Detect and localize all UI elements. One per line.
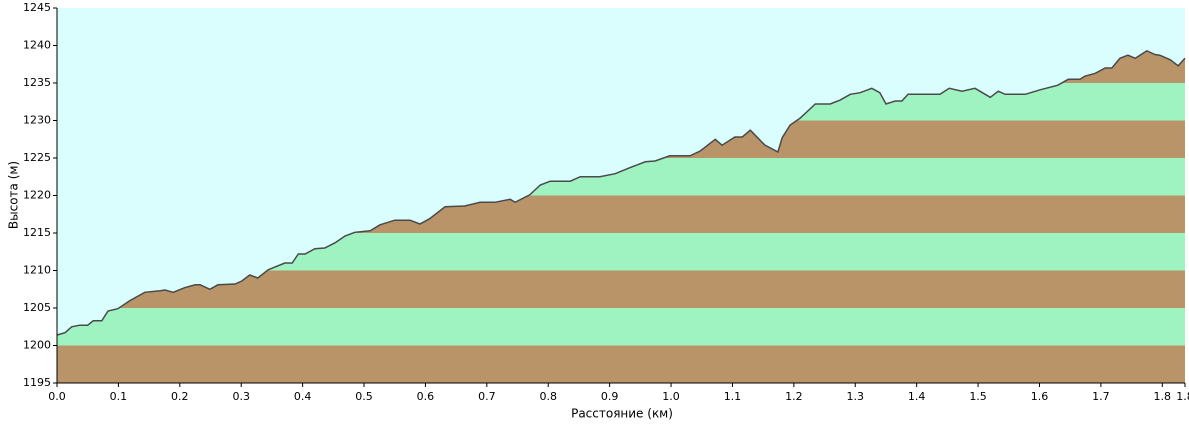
x-tick-label: 0.3	[232, 390, 250, 403]
y-tick-label: 1240	[23, 39, 51, 52]
y-tick-label: 1215	[23, 226, 51, 239]
y-tick-label: 1205	[23, 301, 51, 314]
x-tick-label: 0.8	[539, 390, 557, 403]
y-tick-label: 1220	[23, 189, 51, 202]
x-tick-label: 1.6	[1031, 390, 1049, 403]
x-tick-label: 1.8	[1176, 390, 1189, 403]
x-tick-label: 0.0	[48, 390, 66, 403]
y-axis-title: Высота (м)	[7, 161, 21, 229]
x-tick-label: 0.4	[294, 390, 312, 403]
y-tick-label: 1195	[23, 376, 51, 389]
x-axis-title: Расстояние (км)	[571, 407, 673, 421]
x-tick-label: 0.2	[171, 390, 189, 403]
band	[57, 308, 1185, 346]
x-tick-label: 1.4	[908, 390, 926, 403]
profile-line	[56, 49, 1186, 336]
y-tick-label: 1210	[23, 264, 51, 277]
x-tick-label: 0.6	[417, 390, 435, 403]
x-tick-label: 1.7	[1092, 390, 1110, 403]
y-tick-label: 1235	[23, 76, 51, 89]
x-tick-label: 0.1	[110, 390, 128, 403]
x-tick-label: 0.9	[601, 390, 619, 403]
x-tick-label: 0.7	[478, 390, 496, 403]
y-tick-label: 1200	[23, 339, 51, 352]
y-tick-label: 1230	[23, 114, 51, 127]
x-tick-label: 0.5	[355, 390, 373, 403]
x-tick-label: 1.0	[662, 390, 680, 403]
x-tick-label: 1.3	[847, 390, 865, 403]
x-tick-label: 1.8	[1154, 390, 1172, 403]
x-tick-label: 1.5	[969, 390, 987, 403]
x-tick-label: 1.1	[724, 390, 742, 403]
x-tick-label: 1.2	[785, 390, 803, 403]
band	[57, 345, 1185, 383]
y-tick-label: 1245	[23, 1, 51, 14]
y-tick-label: 1225	[23, 151, 51, 164]
